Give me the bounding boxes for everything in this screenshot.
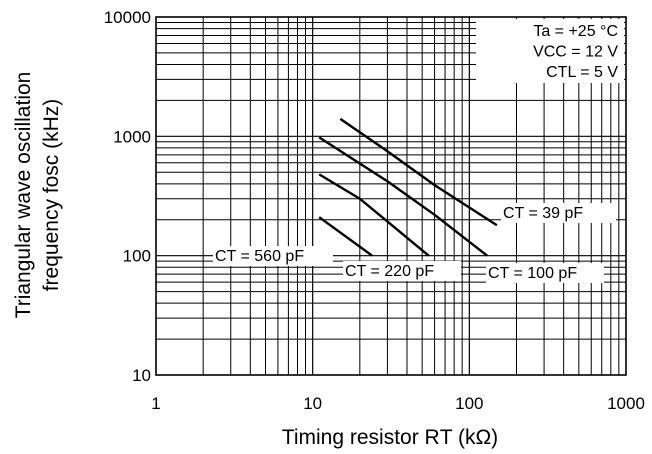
series-labels: CΤ = 39 pF CΤ = 100 pF CΤ = 220 pF CΤ = 560… bbox=[213, 203, 616, 283]
series-line bbox=[339, 117, 498, 227]
condition-text: Ta = +25 °C bbox=[533, 23, 618, 40]
plot-border bbox=[155, 16, 627, 376]
series-label-bg bbox=[343, 261, 461, 281]
condition-text: VCC = 12 V bbox=[533, 44, 618, 61]
conditions: Ta = +25 °C VCC = 12 V CTL = 5 V bbox=[533, 23, 618, 81]
curves bbox=[318, 117, 498, 257]
series-label: CΤ = 220 pF bbox=[345, 263, 434, 280]
x-tick-label: 10 bbox=[303, 394, 322, 413]
series-line bbox=[318, 173, 430, 257]
y-tick-label: 10 bbox=[132, 366, 151, 385]
x-axis-title: Timing resistor RΤ (kΩ) bbox=[282, 426, 498, 449]
plot-frame bbox=[155, 16, 627, 376]
x-tick-label: 100 bbox=[455, 394, 483, 413]
series-label: CΤ = 560 pF bbox=[215, 248, 304, 265]
y-axis-title-line2: frequency fosc (kHz) bbox=[40, 99, 63, 292]
x-tick-label: 1000 bbox=[607, 394, 645, 413]
y-tick-label: 100 bbox=[123, 247, 151, 266]
condition-text: CTL = 5 V bbox=[546, 64, 618, 81]
series-label: CΤ = 100 pF bbox=[488, 265, 577, 282]
series-label-bg bbox=[486, 263, 604, 283]
y-axis-title-line1: Triangular wave oscillation bbox=[12, 72, 35, 319]
x-tick-label: 1 bbox=[151, 394, 160, 413]
conditions-box bbox=[476, 19, 624, 83]
series-label-bg bbox=[501, 203, 616, 223]
series-line bbox=[318, 216, 373, 257]
y-tick-label: 10000 bbox=[104, 8, 151, 27]
series-label: CΤ = 39 pF bbox=[503, 205, 583, 222]
series-label-bg bbox=[213, 246, 333, 266]
series-line bbox=[318, 136, 488, 257]
y-tick-label: 1000 bbox=[113, 127, 151, 146]
